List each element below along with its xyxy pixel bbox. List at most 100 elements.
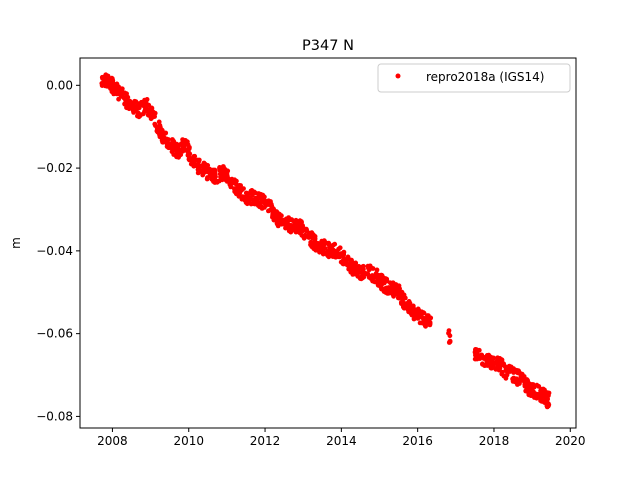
y-tick-label: −0.02 — [36, 161, 73, 175]
data-point — [391, 293, 396, 299]
data-point — [473, 348, 479, 353]
data-point — [412, 307, 418, 313]
data-point — [408, 311, 414, 316]
data-point — [325, 249, 330, 255]
x-tick-label: 2010 — [173, 434, 204, 448]
data-point — [154, 126, 160, 132]
x-tick-label: 2014 — [326, 434, 357, 448]
data-point — [106, 76, 112, 82]
data-point — [201, 161, 206, 167]
data-point — [208, 172, 213, 178]
data-point — [193, 162, 199, 168]
data-point — [178, 152, 184, 158]
data-point — [124, 91, 129, 97]
data-point — [381, 280, 387, 286]
y-axis-label: m — [9, 237, 23, 249]
data-point — [170, 139, 176, 145]
data-point — [396, 295, 402, 301]
data-point — [259, 206, 265, 211]
data-point — [390, 280, 396, 286]
data-point — [337, 245, 343, 251]
legend: repro2018a (IGS14) — [377, 63, 571, 93]
data-point — [156, 119, 162, 125]
data-point — [132, 98, 138, 104]
data-point — [542, 389, 548, 395]
data-point — [237, 185, 243, 191]
data-point — [186, 156, 192, 162]
data-point — [274, 209, 280, 215]
data-point — [361, 271, 367, 276]
data-point — [511, 377, 516, 382]
data-point — [179, 147, 185, 153]
data-point — [231, 178, 237, 184]
data-point — [399, 292, 405, 298]
data-point — [274, 220, 280, 226]
data-point — [328, 246, 334, 252]
data-point — [545, 401, 551, 406]
data-point — [341, 251, 346, 257]
data-point — [446, 328, 452, 333]
data-point — [246, 197, 252, 202]
data-point — [352, 264, 358, 270]
data-point — [221, 164, 226, 170]
data-point — [313, 244, 318, 250]
data-point — [271, 206, 276, 212]
data-point — [139, 101, 145, 106]
data-point — [312, 234, 318, 239]
data-point — [297, 218, 303, 224]
data-point — [321, 245, 326, 251]
data-point — [375, 277, 381, 282]
data-point — [402, 295, 408, 301]
data-point — [137, 113, 143, 118]
data-point — [330, 252, 336, 258]
data-point — [144, 97, 150, 102]
data-point — [524, 377, 530, 382]
y-tick-label: −0.06 — [36, 327, 73, 341]
data-point — [220, 172, 226, 178]
data-point — [136, 105, 142, 111]
x-axis: 2008 2010 2012 2014 2016 2018 2020 — [97, 428, 586, 448]
data-point — [161, 130, 167, 136]
data-point — [405, 306, 411, 312]
data-point — [447, 333, 453, 339]
data-point — [367, 267, 372, 272]
data-point — [283, 225, 288, 231]
data-point — [178, 141, 184, 147]
data-point — [515, 368, 521, 373]
data-point — [426, 316, 432, 322]
data-point — [306, 232, 311, 238]
data-point — [347, 263, 353, 269]
data-point — [359, 275, 365, 281]
legend-label: repro2018a (IGS14) — [426, 70, 544, 84]
data-point — [527, 392, 533, 397]
data-point — [224, 173, 230, 179]
data-point — [216, 178, 222, 184]
data-point — [132, 107, 138, 112]
data-point — [375, 282, 381, 288]
data-point — [545, 396, 550, 402]
data-point — [374, 273, 380, 278]
y-tick-label: −0.04 — [36, 244, 73, 258]
y-tick-label: −0.08 — [36, 409, 73, 423]
data-point — [262, 194, 267, 200]
data-point — [127, 98, 133, 104]
data-point — [118, 86, 124, 92]
data-point — [426, 321, 432, 326]
data-point — [254, 198, 260, 204]
data-point — [256, 191, 262, 197]
data-point — [192, 157, 198, 163]
data-point — [396, 283, 402, 289]
data-point — [360, 265, 366, 271]
data-point — [419, 309, 425, 315]
x-tick-label: 2020 — [555, 434, 586, 448]
data-point — [171, 152, 177, 157]
data-point — [122, 101, 128, 107]
data-point — [321, 250, 327, 255]
x-tick-label: 2016 — [402, 434, 433, 448]
x-tick-label: 2018 — [479, 434, 510, 448]
data-point — [488, 355, 494, 360]
data-point — [212, 169, 218, 175]
data-point — [528, 383, 533, 389]
data-point — [446, 340, 452, 345]
data-point — [343, 257, 349, 263]
